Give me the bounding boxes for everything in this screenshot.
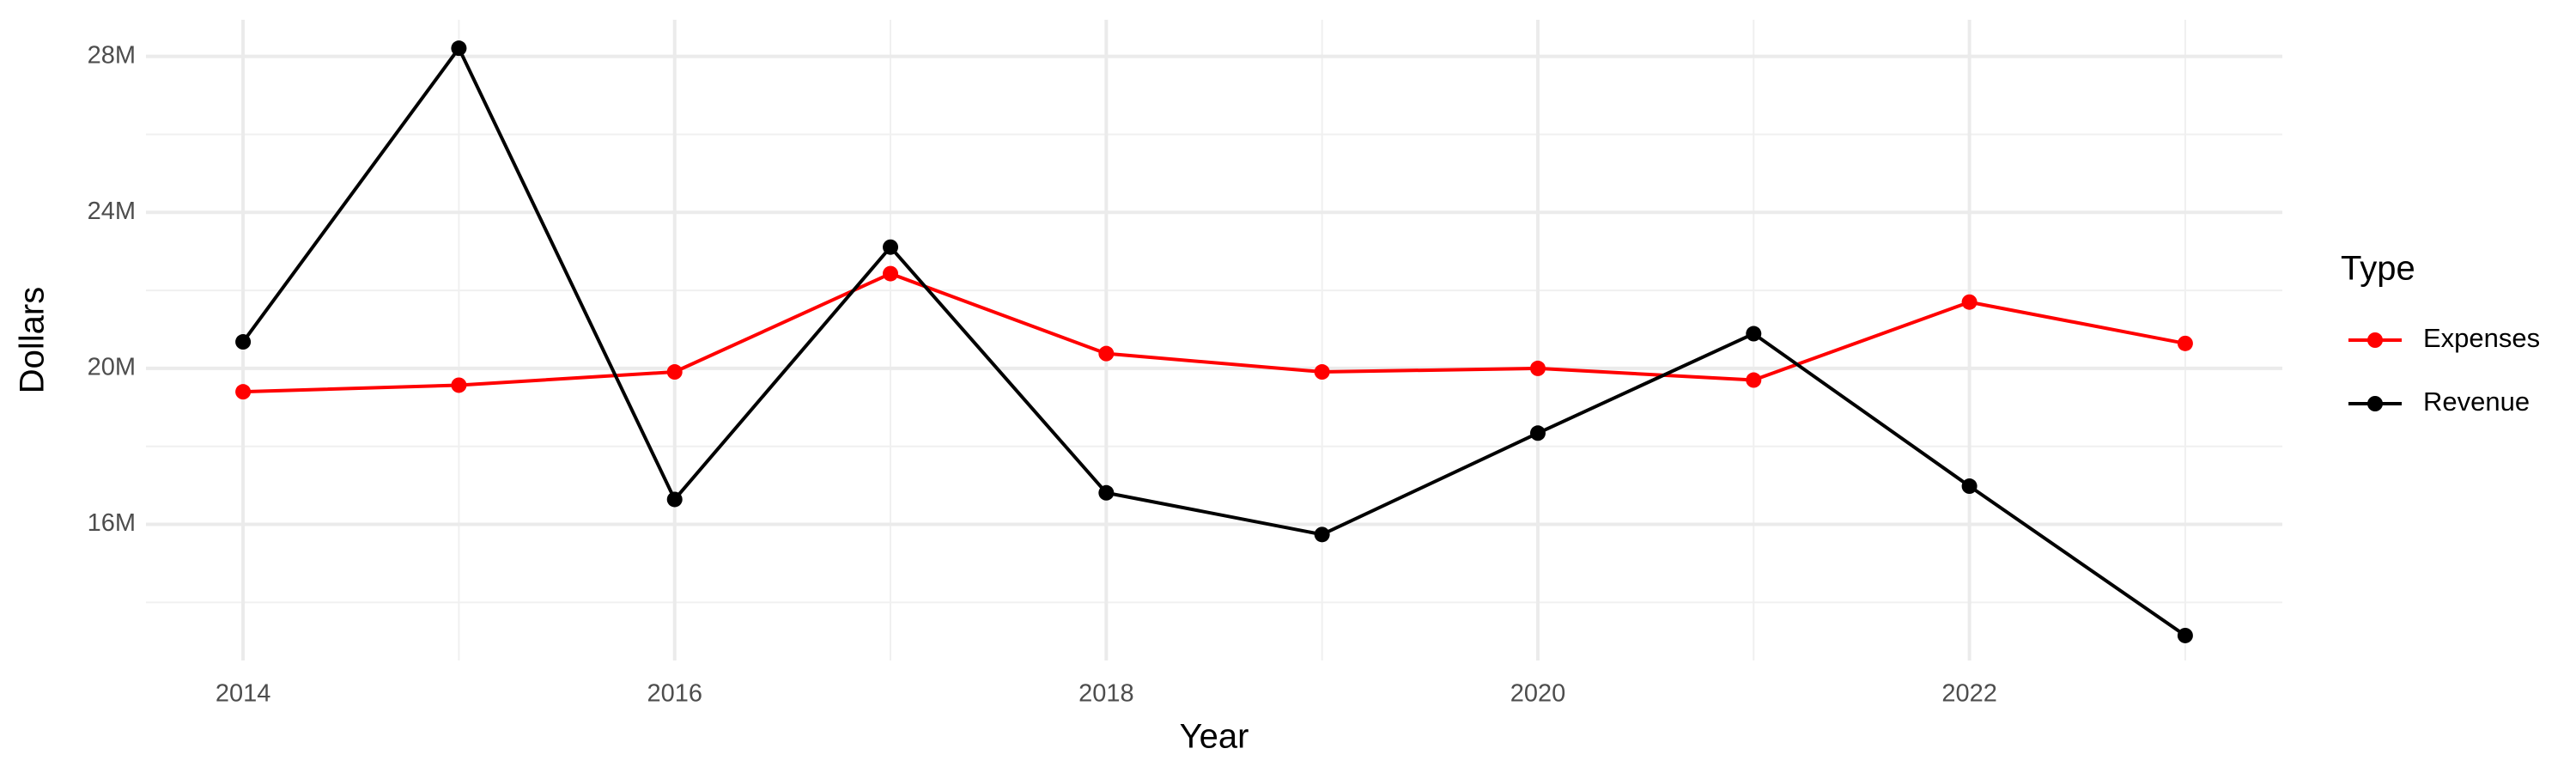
data-point xyxy=(1961,294,1978,310)
y-tick-label: 28M xyxy=(88,41,136,69)
data-point xyxy=(1098,484,1115,501)
data-point xyxy=(1314,364,1330,380)
y-axis-title: Dollars xyxy=(14,287,52,393)
data-point xyxy=(1961,478,1978,495)
data-point xyxy=(1529,425,1546,441)
series-line xyxy=(241,45,2187,637)
data-point xyxy=(235,334,252,350)
data-point xyxy=(883,265,899,282)
x-tick-label: 2020 xyxy=(1510,680,1566,708)
data-point xyxy=(451,40,467,57)
legend-key-point xyxy=(2367,332,2383,348)
legend-label: Revenue xyxy=(2423,386,2530,417)
x-tick-label: 2014 xyxy=(216,680,271,708)
data-point xyxy=(1098,345,1115,362)
y-tick-label: 24M xyxy=(88,198,136,225)
data-point xyxy=(666,364,683,380)
x-axis-title: Year xyxy=(1180,718,1249,756)
y-tick-label: 16M xyxy=(88,509,136,537)
data-point xyxy=(1314,526,1330,543)
data-point xyxy=(2177,335,2193,351)
grid xyxy=(146,20,2282,660)
data-point xyxy=(666,491,683,508)
x-tick-label: 2018 xyxy=(1078,680,1134,708)
x-tick-label: 2022 xyxy=(1941,680,1997,708)
data-point xyxy=(1746,326,1762,342)
y-tick-label: 20M xyxy=(88,354,136,381)
legend-key-point xyxy=(2367,396,2383,411)
legend-label: Expenses xyxy=(2423,323,2540,353)
data-point xyxy=(1746,372,1762,388)
data-point xyxy=(2177,627,2193,643)
x-tick-label: 2016 xyxy=(647,680,702,708)
data-point xyxy=(235,384,252,400)
series-line xyxy=(243,271,2186,394)
data-point xyxy=(451,377,467,393)
data-point xyxy=(883,239,899,255)
data-point xyxy=(1529,360,1546,376)
legend-title: Type xyxy=(2341,250,2415,288)
